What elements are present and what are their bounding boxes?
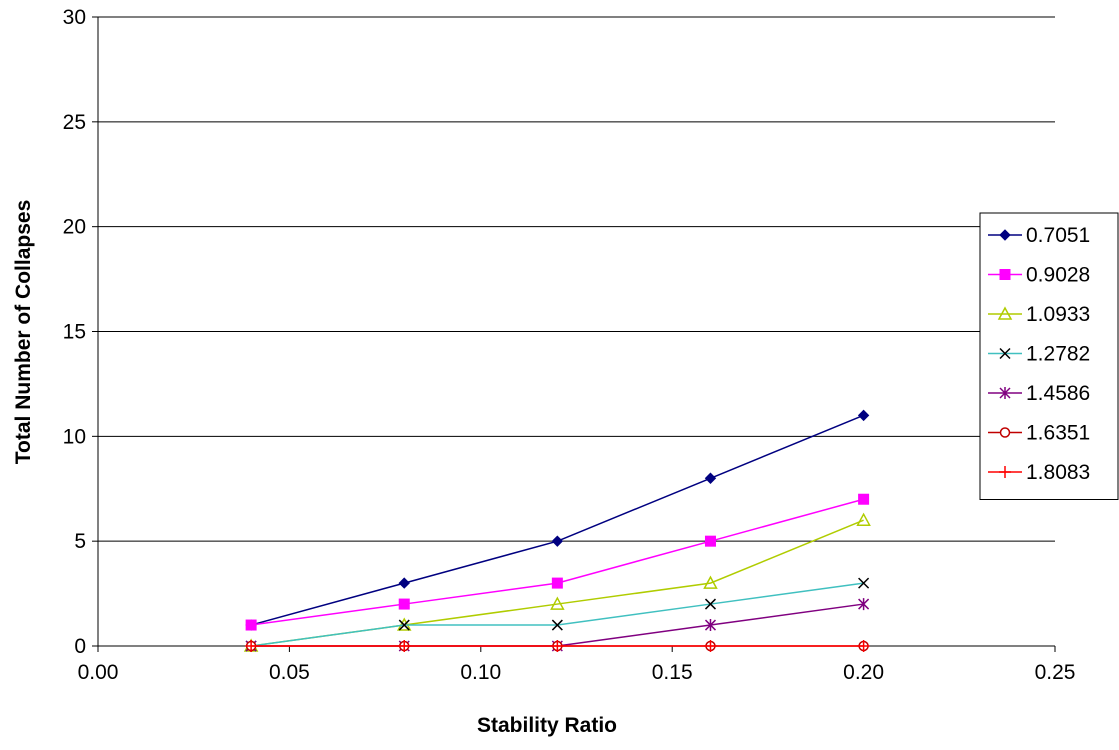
- legend-item: 1.2782: [988, 343, 1090, 366]
- x-tick-label: 0.15: [652, 661, 693, 684]
- data-point: [856, 512, 871, 526]
- data-point: [857, 409, 870, 422]
- legend-swatch-marker: [999, 229, 1011, 241]
- legend-label: 0.7051: [1026, 224, 1090, 247]
- data-point: [551, 619, 563, 631]
- data-point: [551, 577, 563, 589]
- series-1.2782: [245, 577, 870, 652]
- legend-item: 1.8083: [988, 461, 1090, 484]
- legend-label: 1.0933: [1026, 303, 1090, 326]
- axes: [92, 16, 1056, 652]
- data-point: [398, 619, 410, 631]
- data-point: [398, 598, 410, 610]
- data-point: [704, 640, 717, 652]
- data-point: [551, 640, 564, 652]
- series-line: [250, 414, 864, 626]
- legend-item: 0.9028: [988, 264, 1090, 287]
- data-point: [704, 472, 717, 484]
- y-tick-label: 20: [63, 216, 86, 239]
- series-0.9028: [245, 493, 870, 631]
- x-tick-label: 0.05: [269, 661, 310, 684]
- y-tick-label: 5: [74, 530, 86, 553]
- legend-item: 1.6351: [988, 422, 1090, 445]
- legend-item: 1.0933: [988, 303, 1090, 326]
- data-point: [245, 619, 257, 631]
- legend-swatch-marker: [997, 306, 1013, 320]
- data-point: [550, 596, 565, 610]
- data-point: [858, 577, 870, 589]
- legend-swatch-marker: [999, 427, 1011, 438]
- data-point: [858, 493, 870, 505]
- legend-swatch-marker: [999, 466, 1011, 478]
- data-point: [704, 619, 717, 632]
- y-tick-label: 25: [63, 111, 86, 134]
- legend-label: 1.4586: [1026, 382, 1090, 405]
- x-tick-label: 0.20: [843, 661, 884, 684]
- data-point: [704, 535, 716, 547]
- x-tick-label: 0.10: [460, 661, 501, 684]
- series-1.8083: [245, 640, 870, 652]
- x-tick-labels: 0.00 0.05 0.10 0.15 0.20 0.25: [78, 661, 1076, 684]
- series-line: [251, 498, 864, 626]
- data-point: [858, 598, 870, 611]
- legend-swatch-marker: [999, 387, 1011, 399]
- y-axis-title: Total Number of Collapses: [12, 200, 35, 464]
- data-point: [857, 640, 870, 652]
- data-point: [245, 640, 258, 652]
- x-tick-label: 0.00: [78, 661, 119, 684]
- grid-lines: [98, 16, 1055, 542]
- legend-label: 1.6351: [1026, 422, 1090, 445]
- legend-swatch-marker: [999, 269, 1011, 280]
- y-tick-label: 10: [63, 425, 86, 448]
- legend-item: 0.7051: [988, 224, 1090, 247]
- y-tick-label: 15: [63, 321, 86, 344]
- legend-label: 1.8083: [1026, 461, 1090, 484]
- x-tick-label: 0.25: [1035, 661, 1076, 684]
- legend-label: 1.2782: [1026, 343, 1090, 366]
- legend-label: 0.9028: [1026, 264, 1090, 287]
- series-group: [243, 409, 871, 652]
- series-line: [251, 582, 864, 647]
- data-point: [398, 577, 410, 589]
- legend-swatch-marker: [999, 347, 1011, 360]
- y-tick-label: 30: [63, 6, 86, 29]
- data-point: [703, 575, 718, 589]
- data-point: [704, 598, 717, 610]
- legend-item: 1.4586: [988, 382, 1090, 405]
- x-axis-title: Stability Ratio: [477, 714, 617, 737]
- data-point: [398, 640, 411, 652]
- data-point: [551, 535, 564, 547]
- y-tick-labels: 0 5 10 15 20 25 30: [63, 6, 86, 658]
- legend: 0.7051 0.9028 1.0933 1.2782 1.4586 1.6351 1.80…: [979, 212, 1119, 500]
- y-tick-label: 0: [74, 635, 86, 658]
